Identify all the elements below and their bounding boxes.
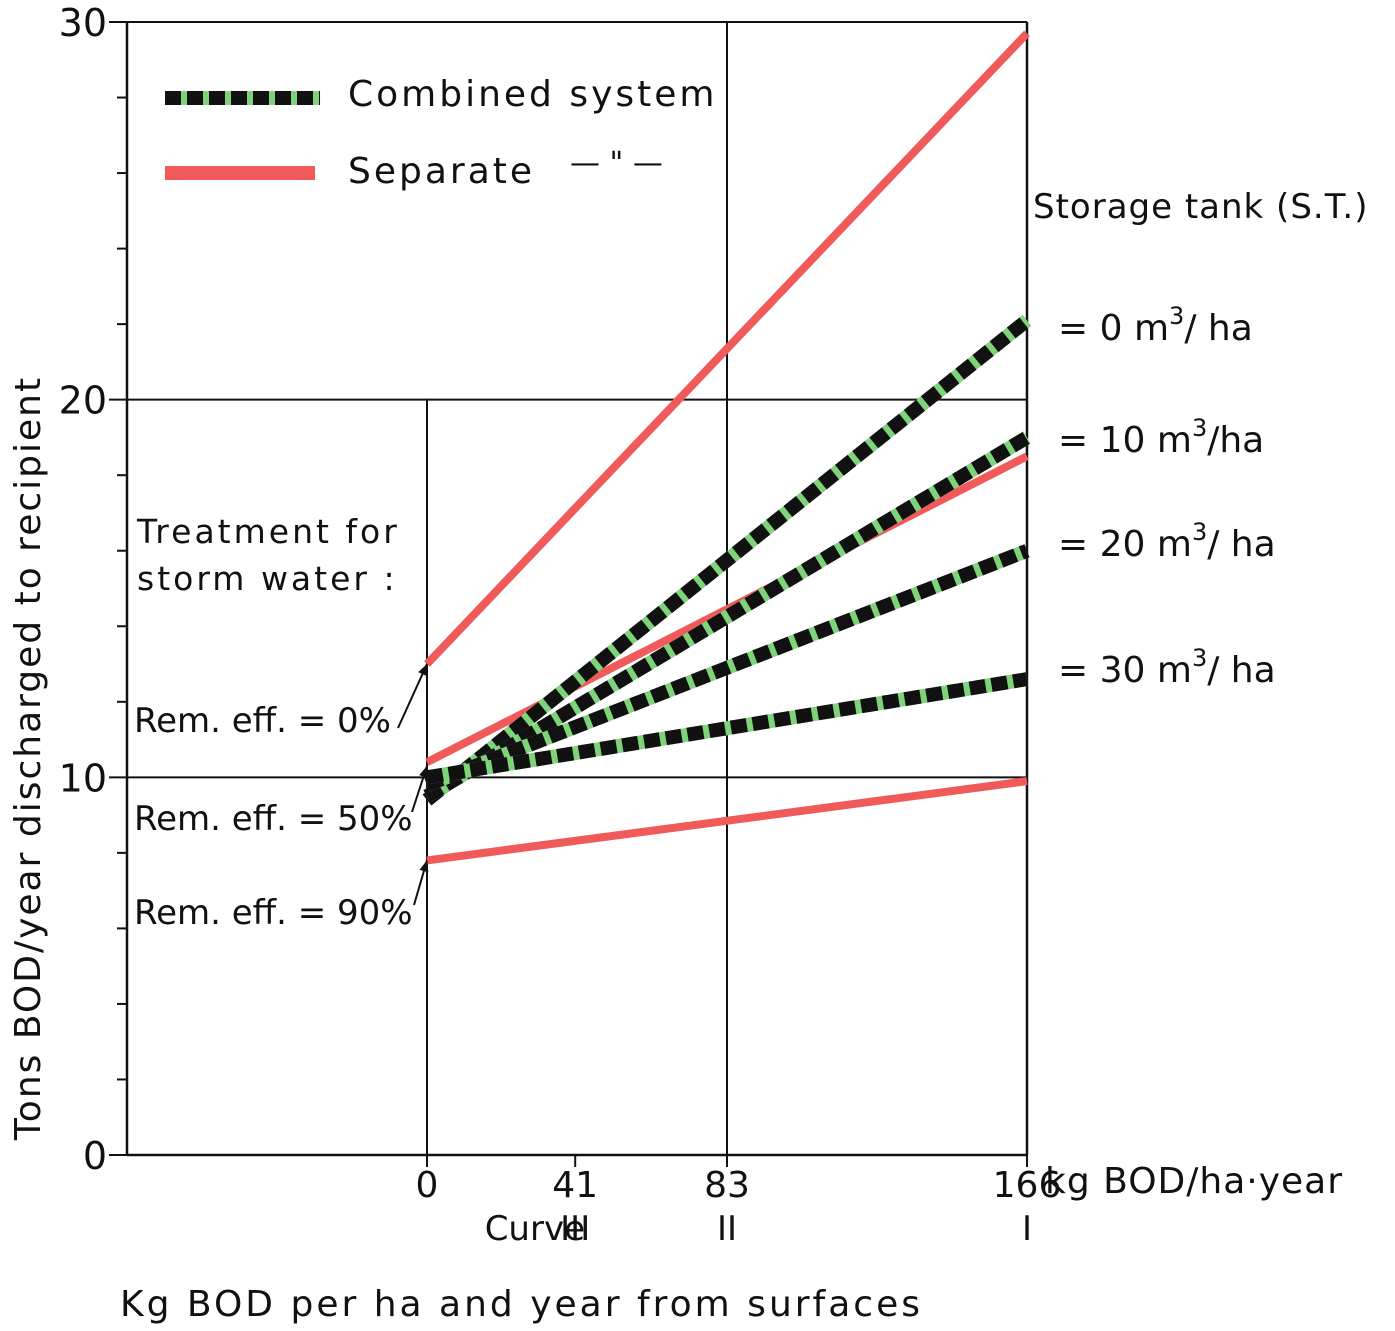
- treatment-title-line-1: Treatment for: [136, 512, 400, 551]
- legend-separate-ditto: — " —: [570, 146, 663, 181]
- series-combined-4-dashes: [423, 431, 1031, 803]
- x-tick-label-83: 83: [704, 1165, 750, 1206]
- removal-arrow-1-head: [419, 766, 429, 778]
- st-label-2-suffix: / ha: [1207, 524, 1275, 565]
- series-combined-6: [425, 672, 1029, 785]
- y-tick-label-0: 0: [83, 1134, 107, 1178]
- x-tick-label-41: 41: [552, 1165, 598, 1206]
- y-tick-label-10: 10: [59, 756, 107, 800]
- removal-label-0: Rem. eff. = 0%: [134, 701, 391, 741]
- treatment-title-line-2: storm water :: [137, 559, 398, 598]
- curve-mark-I: I: [1022, 1209, 1032, 1249]
- series-separate-2-line: [426, 777, 1028, 865]
- storage-tank-label-3: = 30 m3/ ha: [1058, 644, 1276, 691]
- curve-mark-III: III: [560, 1209, 590, 1249]
- removal-label-2: Rem. eff. = 90%: [134, 893, 413, 933]
- legend-combined-label: Combined system: [348, 74, 718, 115]
- st-label-1-suffix: /ha: [1207, 420, 1264, 461]
- curve-label: Curve: [485, 1209, 585, 1249]
- storage-tank-title: Storage tank (S.T.): [1033, 187, 1369, 227]
- st-label-0-suffix: / ha: [1184, 308, 1252, 349]
- series-separate-0-line: [424, 30, 1030, 667]
- legend: Combined system Separate — " —: [165, 74, 718, 192]
- y-tick-label-20: 20: [59, 379, 107, 423]
- removal-arrow-0-head: [418, 664, 427, 677]
- svg-text:= 20 m3/ ha: = 20 m3/ ha: [1058, 518, 1276, 565]
- storage-tank-label-0: = 0 m3/ ha: [1058, 302, 1253, 349]
- x-tick-label-166: 166: [993, 1165, 1062, 1206]
- legend-separate-label: Separate: [348, 151, 535, 192]
- removal-arrow-2-head: [419, 860, 429, 873]
- series-combined-6-dashes: [425, 672, 1029, 785]
- st-label-1-prefix: = 10 m: [1058, 420, 1192, 461]
- svg-text:= 0 m3/ ha: = 0 m3/ ha: [1058, 302, 1253, 349]
- removal-label-1: Rem. eff. = 50%: [134, 799, 413, 839]
- curve-mark-II: II: [717, 1209, 737, 1249]
- series-combined-3: [422, 314, 1032, 806]
- storage-tank-label-2: = 20 m3/ ha: [1058, 518, 1276, 565]
- storage-tank-label-1: = 10 m3/ha: [1058, 414, 1264, 461]
- removal-arrow-0-shaft: [397, 663, 428, 729]
- y-tick-label-30: 30: [59, 1, 107, 45]
- x-tick-label-0: 0: [416, 1165, 439, 1206]
- x-unit-label: kg BOD/ha·year: [1045, 1161, 1343, 1202]
- svg-text:= 30 m3/ ha: = 30 m3/ ha: [1058, 644, 1276, 691]
- st-label-2-prefix: = 20 m: [1058, 524, 1192, 565]
- axes: [109, 21, 1029, 1167]
- svg-text:= 10 m3/ha: = 10 m3/ha: [1058, 414, 1264, 461]
- st-label-2-sup: 3: [1192, 518, 1207, 546]
- series-combined-3-dashes: [422, 314, 1032, 806]
- series-combined-5-dashes: [424, 544, 1030, 792]
- st-label-3-sup: 3: [1192, 644, 1207, 672]
- st-label-0-sup: 3: [1169, 302, 1184, 330]
- series-lines: [422, 30, 1032, 865]
- series-combined-5: [424, 544, 1030, 792]
- series-combined-4: [423, 431, 1031, 803]
- st-label-1-sup: 3: [1192, 414, 1207, 442]
- st-label-0-prefix: = 0 m: [1058, 308, 1169, 349]
- y-axis-title: Tons BOD/year discharged to recipient: [8, 376, 49, 1141]
- grid-lines: [127, 21, 1027, 1155]
- st-label-3-prefix: = 30 m: [1058, 650, 1192, 691]
- st-label-3-suffix: / ha: [1207, 650, 1275, 691]
- x-axis-title: Kg BOD per ha and year from surfaces: [120, 1284, 923, 1325]
